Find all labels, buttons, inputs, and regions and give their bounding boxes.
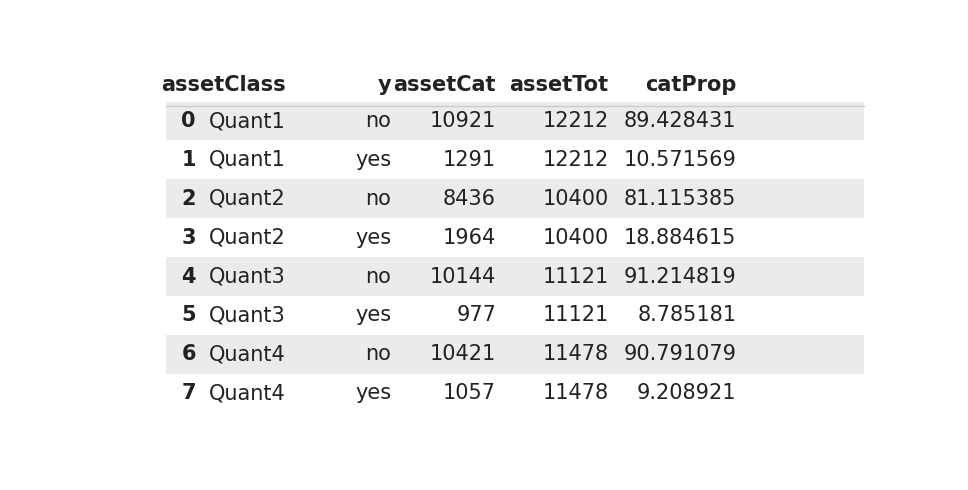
Text: Quant2: Quant2 bbox=[209, 228, 287, 247]
Text: 12212: 12212 bbox=[542, 111, 609, 131]
Text: 3: 3 bbox=[181, 228, 196, 247]
Text: 91.214819: 91.214819 bbox=[623, 267, 736, 287]
Text: 11478: 11478 bbox=[542, 383, 609, 403]
Text: no: no bbox=[365, 344, 391, 364]
Text: 90.791079: 90.791079 bbox=[623, 344, 736, 364]
Text: 4: 4 bbox=[181, 267, 196, 287]
Text: 9.208921: 9.208921 bbox=[637, 383, 736, 403]
Text: 10400: 10400 bbox=[542, 189, 609, 209]
Text: 8.785181: 8.785181 bbox=[637, 305, 736, 325]
Text: 2: 2 bbox=[181, 189, 196, 209]
Text: 11478: 11478 bbox=[542, 344, 609, 364]
FancyBboxPatch shape bbox=[166, 257, 863, 296]
Text: no: no bbox=[365, 189, 391, 209]
Text: Quant3: Quant3 bbox=[209, 267, 287, 287]
FancyBboxPatch shape bbox=[166, 218, 863, 257]
Text: Quant1: Quant1 bbox=[209, 150, 287, 170]
Text: 0: 0 bbox=[181, 111, 196, 131]
Text: y: y bbox=[378, 75, 391, 95]
FancyBboxPatch shape bbox=[166, 141, 863, 179]
Text: 1: 1 bbox=[181, 150, 196, 170]
Text: 1964: 1964 bbox=[442, 228, 497, 247]
Text: 5: 5 bbox=[181, 305, 196, 325]
Text: no: no bbox=[365, 267, 391, 287]
Text: 10400: 10400 bbox=[542, 228, 609, 247]
FancyBboxPatch shape bbox=[166, 179, 863, 218]
Text: 18.884615: 18.884615 bbox=[623, 228, 736, 247]
Text: yes: yes bbox=[355, 150, 391, 170]
Text: 11121: 11121 bbox=[542, 305, 609, 325]
FancyBboxPatch shape bbox=[166, 335, 863, 374]
FancyBboxPatch shape bbox=[166, 296, 863, 335]
Text: 1291: 1291 bbox=[443, 150, 497, 170]
Text: 89.428431: 89.428431 bbox=[623, 111, 736, 131]
Text: 8436: 8436 bbox=[443, 189, 497, 209]
Text: 1057: 1057 bbox=[443, 383, 497, 403]
Text: Quant3: Quant3 bbox=[209, 305, 287, 325]
Text: 12212: 12212 bbox=[542, 150, 609, 170]
Text: assetClass: assetClass bbox=[162, 75, 287, 95]
Text: 10921: 10921 bbox=[430, 111, 497, 131]
Text: no: no bbox=[365, 111, 391, 131]
Text: yes: yes bbox=[355, 383, 391, 403]
Text: yes: yes bbox=[355, 228, 391, 247]
FancyBboxPatch shape bbox=[166, 68, 863, 101]
Text: 10144: 10144 bbox=[430, 267, 497, 287]
Text: yes: yes bbox=[355, 305, 391, 325]
FancyBboxPatch shape bbox=[166, 374, 863, 413]
Text: 11121: 11121 bbox=[542, 267, 609, 287]
Text: 977: 977 bbox=[456, 305, 497, 325]
Text: assetTot: assetTot bbox=[509, 75, 609, 95]
Text: Quant1: Quant1 bbox=[209, 111, 287, 131]
Text: 6: 6 bbox=[181, 344, 196, 364]
Text: 81.115385: 81.115385 bbox=[623, 189, 736, 209]
Text: 10421: 10421 bbox=[430, 344, 497, 364]
Text: Quant4: Quant4 bbox=[209, 344, 287, 364]
Text: catProp: catProp bbox=[645, 75, 736, 95]
FancyBboxPatch shape bbox=[166, 101, 863, 141]
Text: Quant2: Quant2 bbox=[209, 189, 287, 209]
Text: 10.571569: 10.571569 bbox=[623, 150, 736, 170]
Text: 7: 7 bbox=[181, 383, 196, 403]
Text: assetCat: assetCat bbox=[394, 75, 497, 95]
Text: Quant4: Quant4 bbox=[209, 383, 287, 403]
